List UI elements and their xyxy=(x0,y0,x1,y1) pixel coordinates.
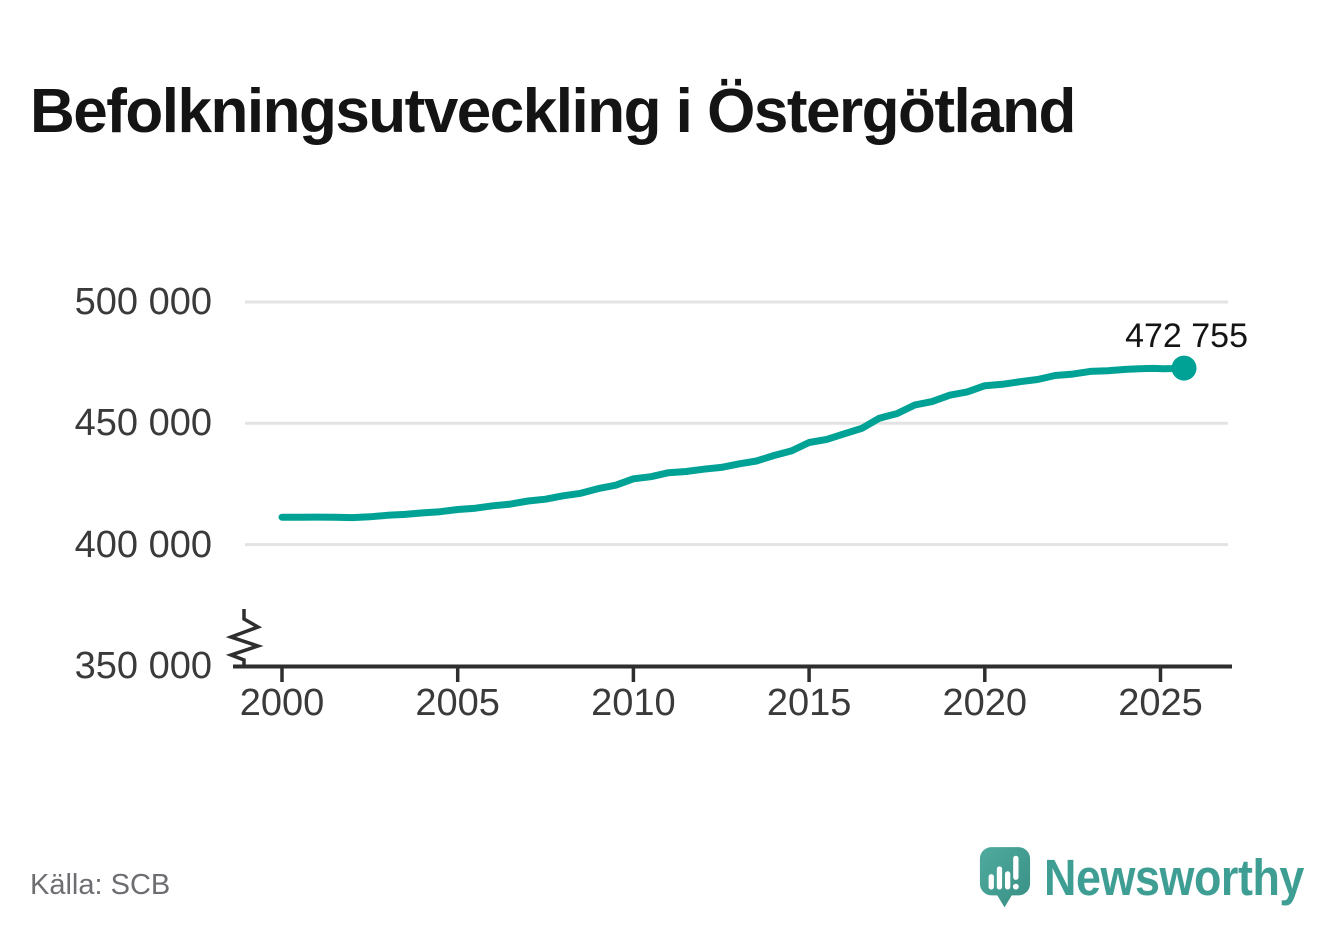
newsworthy-logo: Newsworthy xyxy=(978,845,1322,909)
chart-title: Befolkningsutveckling i Östergötland xyxy=(30,76,1076,146)
x-tick-label: 2005 xyxy=(415,682,500,724)
y-tick-label: 350 000 xyxy=(74,644,212,687)
source-label: Källa: SCB xyxy=(30,869,171,901)
y-axis-break-icon xyxy=(225,609,264,667)
x-tick-label: 2025 xyxy=(1118,682,1203,724)
y-tick-label: 450 000 xyxy=(74,402,212,445)
x-tick-label: 2015 xyxy=(766,682,852,724)
x-tick-label: 2000 xyxy=(239,682,325,724)
y-tick-label: 500 000 xyxy=(74,281,212,323)
endpoint-dot xyxy=(1171,355,1197,381)
x-tick-label: 2010 xyxy=(591,682,676,724)
population-line xyxy=(278,364,1188,522)
newsworthy-speech-bubble-chart-icon xyxy=(979,847,1031,908)
x-tick-label: 2020 xyxy=(942,682,1028,724)
newsworthy-logo-text: Newsworthy xyxy=(1044,848,1304,906)
endpoint-value-label: 472 755 xyxy=(1125,317,1248,355)
y-tick-label: 400 000 xyxy=(74,523,212,566)
